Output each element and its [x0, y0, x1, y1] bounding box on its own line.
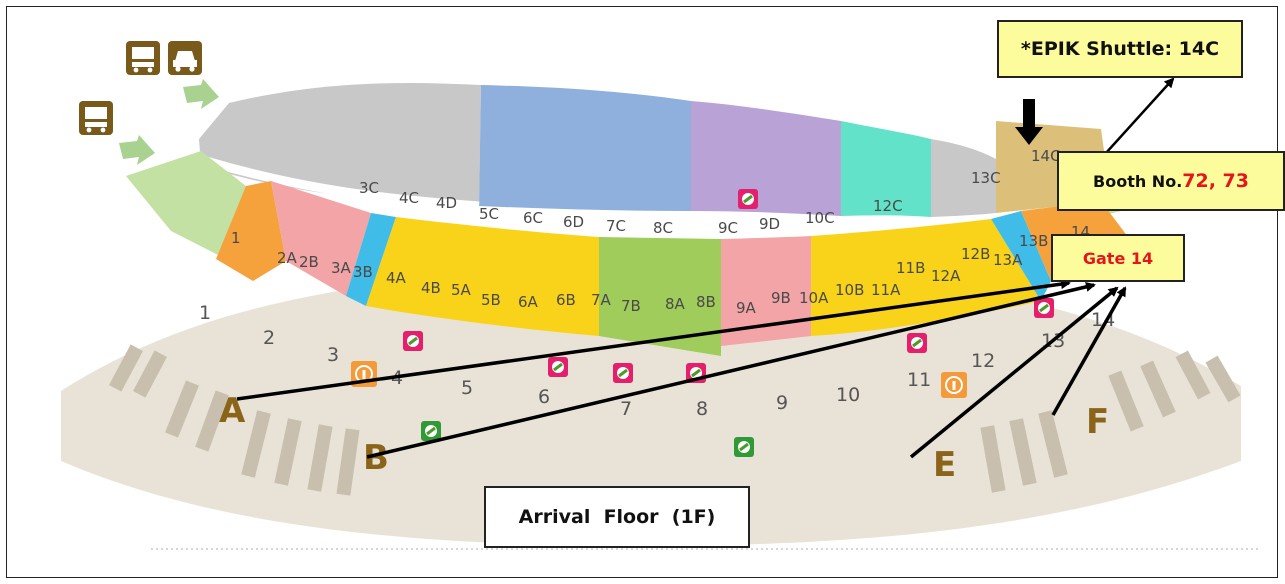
zone-label: 10B	[835, 281, 864, 299]
zone-label: 6B	[556, 291, 576, 309]
restroom-icon	[686, 363, 706, 383]
zone-label: 11B	[896, 259, 925, 277]
route-lines	[236, 77, 1175, 459]
restroom-icon	[738, 189, 758, 209]
floor-crosswalks	[109, 344, 1241, 496]
entrance-letter: E	[933, 445, 956, 485]
gate-callout: Gate 14	[1051, 234, 1185, 282]
zone-label: 13C	[971, 169, 1001, 187]
gate-numbers: 1 2 3 4 5 6 7 8 9 10 11 12 13 14	[199, 302, 1115, 420]
gate-number: 7	[620, 398, 632, 420]
booth-callout: Booth No.72, 73	[1057, 151, 1285, 211]
gate-number: 5	[461, 377, 473, 399]
entrance-letter: B	[363, 438, 389, 478]
zone-label: 9C	[718, 219, 738, 237]
shuttle-callout: *EPIK Shuttle: 14C	[997, 20, 1243, 78]
restroom-icons	[403, 189, 1054, 457]
row-main-labels: 1 2A 2B 3A 3B 4A 4B 5A 5B 6A 6B 7A 7B 8A…	[231, 223, 1090, 317]
bus-icon	[79, 101, 113, 135]
zone-label: 4B	[421, 279, 441, 297]
zone-green-wing	[126, 151, 246, 259]
gate-number: 3	[327, 344, 339, 366]
restroom-icon	[907, 333, 927, 353]
restroom-icon	[734, 437, 754, 457]
gate-number: 10	[836, 384, 860, 406]
zone-label: 12B	[961, 245, 990, 263]
zone-label: 12C	[873, 197, 903, 215]
row-c-zones	[199, 82, 1111, 217]
zone-label: 3B	[353, 263, 373, 281]
zone-label: 8C	[653, 219, 673, 237]
zone-label: 4D	[436, 194, 457, 212]
gate-number: 8	[696, 398, 708, 420]
arrival-floor-text: Arrival Floor (1F)	[518, 506, 716, 528]
gate-number: 1	[199, 302, 211, 324]
zone-label: 12A	[931, 267, 961, 285]
zone-label: 6A	[518, 293, 539, 311]
info-icon	[941, 372, 967, 398]
zone-label: 2A	[277, 249, 298, 267]
shuttle-callout-text: *EPIK Shuttle: 14C	[1020, 38, 1220, 60]
bus-icon	[126, 41, 160, 75]
zone-label: 11A	[871, 281, 901, 299]
zone-label: 5B	[481, 291, 501, 309]
zone-label: 14C	[1031, 147, 1061, 165]
zone-label: 10A	[799, 289, 829, 307]
entrance-letters: A B E F	[219, 391, 1109, 485]
gate-number: 9	[776, 392, 788, 414]
zone-label: 7B	[621, 297, 641, 315]
zone-label: 2B	[299, 253, 319, 271]
zone-label: 6D	[563, 213, 584, 231]
zone-label: 7A	[591, 291, 612, 309]
direction-arrow-icon	[119, 79, 219, 165]
zone-label: 1	[231, 229, 241, 247]
gate-number: 6	[538, 386, 550, 408]
booth-label: Booth No.	[1093, 172, 1183, 191]
zone-label: 7C	[606, 217, 626, 235]
booth-callout-text: Booth No.72, 73	[1093, 170, 1249, 192]
shuttle-down-arrow	[1015, 99, 1043, 145]
terminal-map: 3C 4C 4D 5C 6C 6D 7C 8C 9C 9D 10C 12C 13…	[61, 41, 1261, 550]
row-main-zones	[216, 181, 1131, 356]
gate-number: 11	[907, 369, 931, 391]
zone-label: 5A	[451, 281, 472, 299]
zone-label: 9B	[771, 289, 791, 307]
entrance-letter: F	[1086, 402, 1109, 442]
zone-label: 4C	[399, 189, 419, 207]
gate-callout-text: Gate 14	[1082, 248, 1154, 268]
zone-label: 8B	[696, 293, 716, 311]
zone-label: 10C	[805, 209, 835, 227]
zone-label: 8A	[665, 295, 686, 313]
zone-label: 9A	[736, 299, 757, 317]
restroom-icon	[1034, 298, 1054, 318]
zone-label: 13B	[1019, 232, 1048, 250]
row-c-labels: 3C 4C 4D 5C 6C 6D 7C 8C 9C 9D 10C 12C 13…	[359, 147, 1061, 237]
zone-label: 9D	[759, 215, 780, 233]
zone-label: 4A	[386, 269, 407, 287]
car-icon	[168, 41, 202, 75]
map-frame: 3C 4C 4D 5C 6C 6D 7C 8C 9C 9D 10C 12C 13…	[6, 6, 1285, 578]
booth-numbers: 72, 73	[1182, 170, 1249, 192]
restroom-icon	[613, 363, 633, 383]
zone-label: 13A	[993, 251, 1023, 269]
restroom-icon	[421, 421, 441, 441]
gate-number: 12	[971, 350, 995, 372]
arrival-floor-callout: Arrival Floor (1F)	[484, 486, 750, 548]
arrival-floor-area	[61, 269, 1241, 546]
zone-label: 6C	[523, 209, 543, 227]
gate-number: 2	[263, 327, 275, 349]
restroom-icon	[548, 357, 568, 377]
zone-label: 3C	[359, 179, 379, 197]
zone-label: 3A	[331, 259, 352, 277]
zone-label: 5C	[479, 205, 499, 223]
restroom-icon	[403, 331, 423, 351]
